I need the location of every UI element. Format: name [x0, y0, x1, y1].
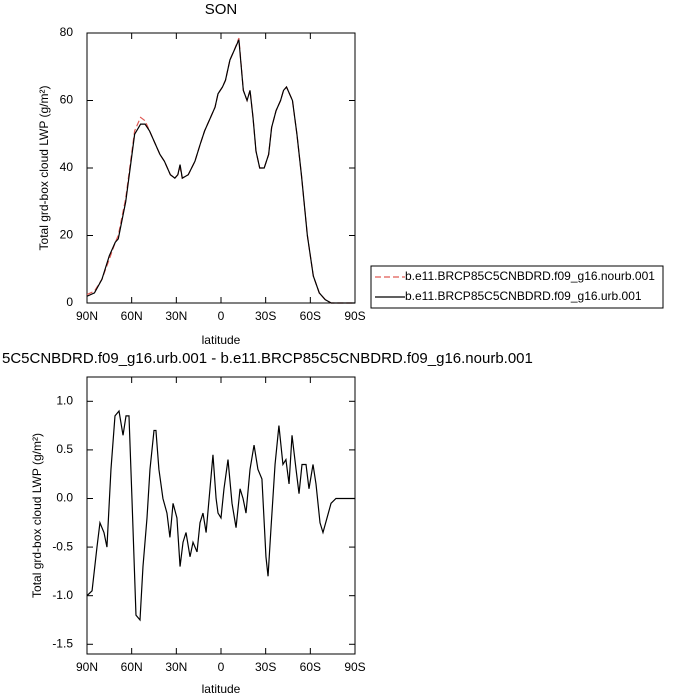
y-tick-label: 0 — [66, 295, 73, 309]
y-tick-label: 20 — [60, 228, 74, 242]
y-tick-label: 80 — [60, 25, 74, 39]
x-tick-label: 90N — [76, 660, 98, 674]
y-tick-label: 40 — [60, 160, 74, 174]
y-tick-label: -0.5 — [52, 539, 73, 553]
y-tick-label: -1.5 — [52, 636, 73, 650]
legend-box — [370, 265, 664, 309]
x-tick-label: 30S — [255, 660, 276, 674]
data-line — [86, 39, 355, 304]
plot-frame — [86, 32, 356, 304]
legend-label: b.e11.BRCP85C5CNBDRD.f09_g16.urb.001 — [405, 289, 642, 303]
y-tick-label: 0.0 — [56, 491, 73, 505]
x-tick-label: 60N — [121, 660, 143, 674]
legend-label: b.e11.BRCP85C5CNBDRD.f09_g16.nourb.001 — [405, 269, 655, 283]
data-line — [86, 37, 355, 304]
x-tick-label: 60S — [300, 309, 321, 323]
x-tick-label: 0 — [218, 660, 225, 674]
y-tick-label: 1.0 — [56, 393, 73, 407]
y-tick-label: -1.0 — [52, 588, 73, 602]
y-axis-label: Total grd-box cloud LWP (g/m²) — [37, 86, 51, 251]
y-axis-label: Total grd-box cloud LWP (g/m²) — [30, 433, 44, 598]
chart-title: 5C5CNBDRD.f09_g16.urb.001 - b.e11.BRCP85… — [2, 350, 533, 367]
x-tick-label: 60N — [121, 309, 143, 323]
x-axis-label: latitude — [202, 682, 241, 696]
x-tick-label: 0 — [218, 309, 225, 323]
x-tick-label: 30S — [255, 309, 276, 323]
x-tick-label: 90S — [344, 660, 365, 674]
x-tick-label: 30N — [165, 660, 187, 674]
x-axis-label: latitude — [202, 333, 241, 347]
x-tick-label: 90N — [76, 309, 98, 323]
chart-title: SON — [205, 1, 238, 18]
data-line — [86, 409, 355, 622]
x-tick-label: 60S — [300, 660, 321, 674]
x-tick-label: 90S — [344, 309, 365, 323]
y-tick-label: 60 — [60, 93, 74, 107]
y-tick-label: 0.5 — [56, 442, 73, 456]
x-tick-label: 30N — [165, 309, 187, 323]
